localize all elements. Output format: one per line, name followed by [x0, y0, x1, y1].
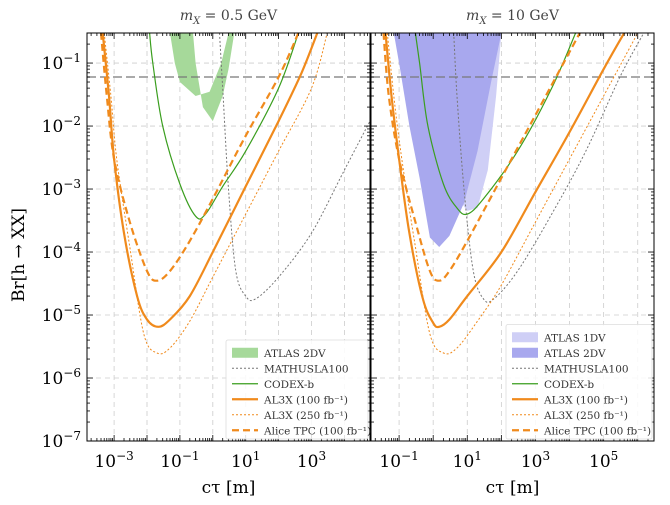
legend-box: [505, 324, 653, 440]
legend-item: Alice TPC (100 fb⁻¹): [512, 425, 651, 437]
series-alice-tpc-100-fb: [99, 33, 300, 282]
legend-item: CODEX-b: [512, 379, 594, 391]
legend-item: ATLAS 2DV: [512, 347, 606, 360]
x-tick-label: 101: [231, 449, 260, 472]
y-tick-label: 10−7: [42, 429, 81, 452]
legend-label: AL3X (250 fb⁻¹): [543, 410, 628, 422]
band-atlas-2dv: [393, 33, 502, 247]
legend-label: Alice TPC (100 fb⁻¹): [263, 425, 371, 437]
legend-item: AL3X (250 fb⁻¹): [512, 410, 628, 422]
legend-label: AL3X (100 fb⁻¹): [263, 394, 348, 406]
x-axis-label: cτ [m]: [486, 478, 540, 498]
series-codex-b: [149, 33, 299, 220]
x-tick-label: 103: [521, 449, 550, 472]
y-tick-label: 10−4: [42, 240, 82, 263]
x-axis-ticks: 10−1 101 103 105: [374, 33, 655, 472]
x-tick-label: 105: [589, 449, 618, 472]
x-axis-ticks: 10−3 10−1 101 103: [90, 33, 371, 472]
y-axis-label: Br[h → XX]: [9, 208, 29, 302]
legend-item: AL3X (100 fb⁻¹): [512, 394, 628, 406]
y-axis-ticks: 10−7 10−6 10−5 10−4 10−3 10−2 10−1: [42, 43, 370, 452]
series-group: [99, 33, 370, 355]
plot-frame: [370, 32, 655, 442]
legend-label: AL3X (250 fb⁻¹): [263, 410, 348, 422]
legend-item: AL3X (100 fb⁻¹): [232, 394, 348, 406]
legend-item: AL3X (250 fb⁻¹): [232, 410, 348, 422]
y-tick-label: 10−5: [42, 303, 81, 326]
band-atlas-2dv: [170, 33, 235, 122]
panel-left-mx-0.5-gev: 10−3 10−1 101 10310−710−610−510−410−310−210…: [42, 8, 371, 498]
legend-label: ATLAS 1DV: [543, 332, 606, 344]
series-alice-tpc-100-fb: [382, 33, 581, 282]
series-al3x-250-fb: [103, 33, 328, 355]
legend: ATLAS 1DV ATLAS 2DV MATHUSLA100 CODEX-b AL3X…: [505, 324, 653, 440]
y-tick-label: 10−2: [42, 114, 81, 137]
legend-label: CODEX-b: [264, 379, 314, 391]
series-group: [382, 33, 645, 355]
legend-label: ATLAS 2DV: [263, 348, 326, 360]
y-tick-label: 10−6: [42, 366, 81, 389]
legend-label: CODEX-b: [544, 379, 594, 391]
legend-item: MATHUSLA100: [232, 363, 349, 375]
legend-swatch: [512, 347, 538, 358]
panel-title: mX = 0.5 GeV: [180, 8, 278, 27]
legend-item: ATLAS 2DV: [232, 347, 326, 360]
series-al3x-100-fb: [384, 33, 626, 329]
series-mathusla100: [453, 33, 645, 303]
panel-title: mX = 10 GeV: [466, 8, 560, 27]
legend-box: [225, 339, 369, 440]
legend-swatch: [232, 347, 258, 358]
legend-label: MATHUSLA100: [544, 363, 629, 375]
y-tick-label: 10−3: [42, 177, 81, 200]
series-al3x-250-fb: [386, 33, 639, 355]
x-tick-label: 101: [453, 449, 482, 472]
x-tick-label: 10−1: [379, 449, 418, 472]
legend-swatch: [512, 332, 538, 343]
x-axis-label: cτ [m]: [202, 478, 256, 498]
legend-label: ATLAS 2DV: [543, 348, 606, 360]
bands: [393, 33, 502, 247]
x-tick-label: 10−3: [94, 449, 133, 472]
legend-item: CODEX-b: [232, 379, 314, 391]
legend-item: MATHUSLA100: [512, 363, 629, 375]
x-tick-label: 103: [297, 449, 326, 472]
series-mathusla100: [219, 33, 370, 302]
bands: [170, 33, 235, 122]
y-tick-label: 10−1: [42, 51, 81, 74]
legend-item: ATLAS 1DV: [512, 332, 606, 344]
legend-label: Alice TPC (100 fb⁻¹): [543, 425, 651, 437]
x-tick-label: 10−1: [160, 449, 199, 472]
series-codex-b: [414, 33, 577, 216]
legend-label: AL3X (100 fb⁻¹): [543, 394, 628, 406]
legend-label: MATHUSLA100: [264, 363, 349, 375]
legend-item: Alice TPC (100 fb⁻¹): [232, 425, 371, 437]
legend: ATLAS 2DV MATHUSLA100 CODEX-b AL3X (100 fb⁻…: [225, 339, 371, 440]
